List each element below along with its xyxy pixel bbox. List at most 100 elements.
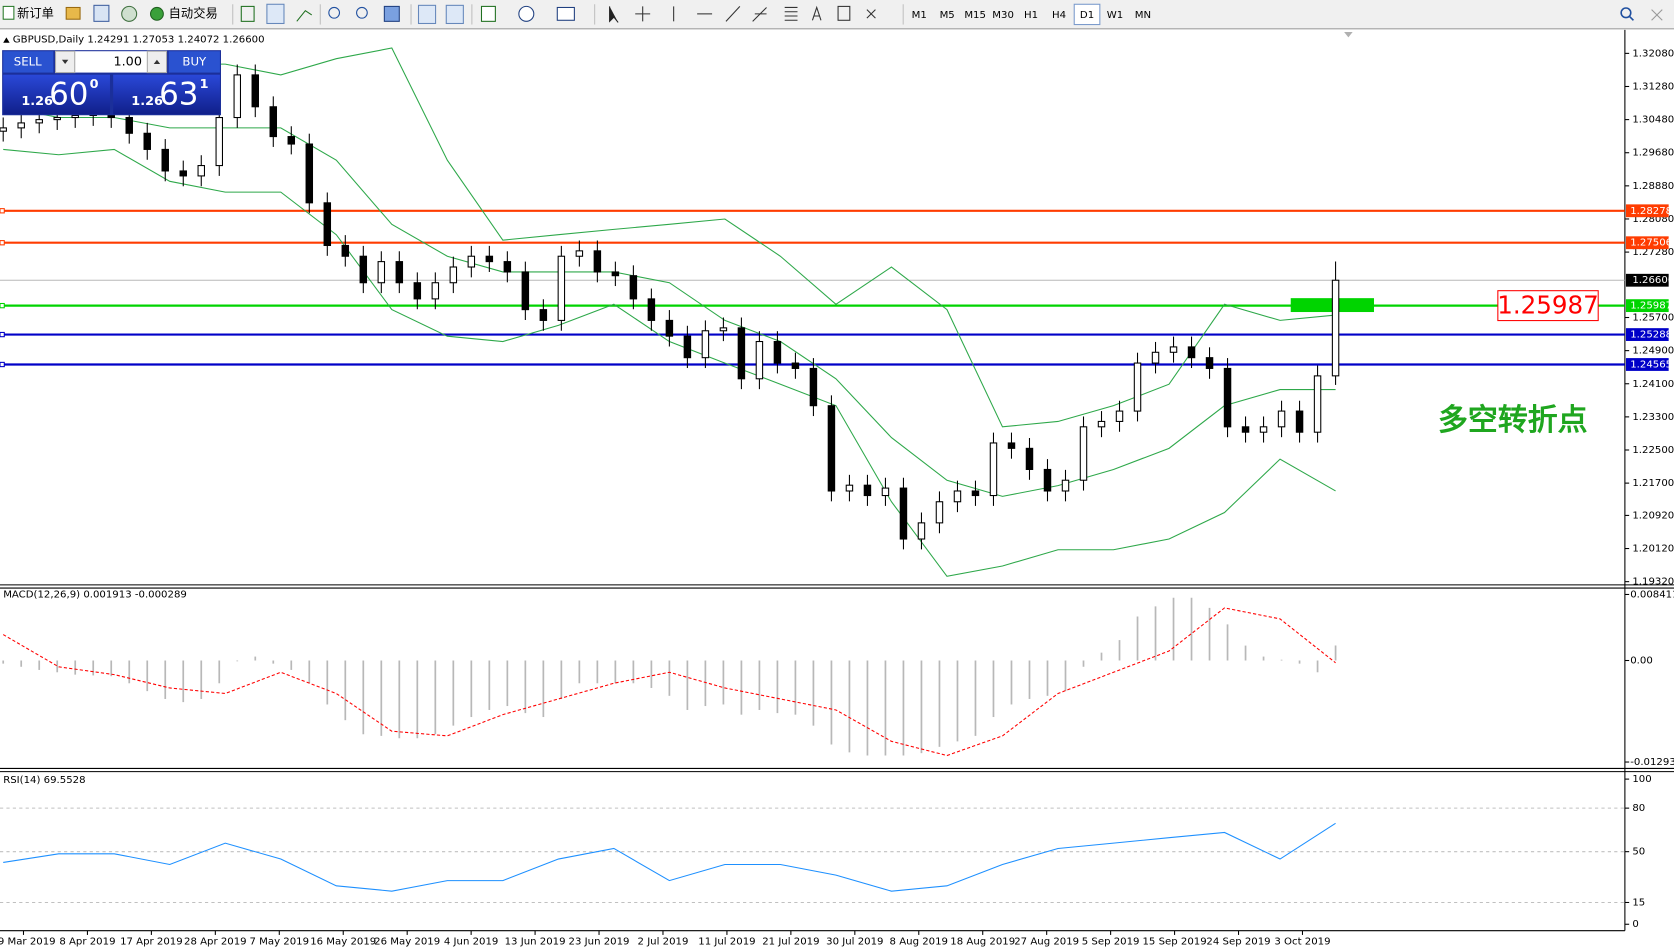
candle-body [17,122,25,129]
candle-body [251,74,260,108]
toolbar-bg [0,0,1674,29]
candle-body [413,282,422,300]
y-tick-label: 1.19320 [1632,577,1674,588]
y-tick-label: 1.29680 [1632,148,1674,159]
chart-shift-button[interactable] [445,4,464,25]
search-handle [1628,15,1634,21]
x-tick-label: 26 May 2019 [374,936,440,947]
indicators-button[interactable] [480,5,496,22]
candle-body [467,255,476,268]
templates-button[interactable] [556,6,575,21]
level-tag [1625,236,1669,250]
new-order-button[interactable]: 新订单 [17,5,54,20]
candle-body [719,327,728,332]
toolbar-icon[interactable] [121,5,138,22]
candle-body [449,266,458,284]
candle-body [1097,420,1106,428]
cursor-button[interactable] [609,6,619,23]
ask-box[interactable] [113,74,220,115]
text-button[interactable] [811,5,822,21]
level-callout: 1.25987 [1497,291,1599,320]
x-tick-label: 11 Jul 2019 [698,936,755,947]
candle-body [899,487,908,540]
timeframe-button[interactable]: M30 [992,10,1014,21]
rsi-panel [0,807,1625,904]
candle-body [611,271,620,277]
candle-body [377,261,386,284]
up-arrow [153,59,161,65]
x-tick-label: 29 Mar 2019 [0,936,56,947]
level-anchor [0,240,5,246]
channel-button[interactable] [784,6,798,21]
timeframe-button[interactable]: D1 [1080,10,1094,21]
fibo-button[interactable] [752,7,767,22]
candle-body [971,490,980,497]
level-anchor [0,331,5,338]
timeframe-button[interactable]: H1 [1024,10,1038,21]
candle-body [737,327,746,380]
timeframe-button[interactable]: M15 [964,10,986,21]
volume-field[interactable] [55,51,167,73]
candle-body [1115,410,1124,422]
search-button[interactable] [1620,7,1632,19]
buy-label[interactable]: BUY [182,54,207,68]
timeframe-button[interactable]: MN [1135,10,1151,21]
zoom-in-button[interactable] [328,6,341,19]
timeframe-bar: M1 M5 M15 M30 H1 H4 D1 W1 MN [912,3,1151,26]
arrows-button[interactable] [866,9,876,19]
candle-body [179,170,187,177]
ask-pips: 63 [159,77,198,113]
timeframe-button[interactable]: W1 [1107,10,1123,21]
x-tick-label: 24 Sep 2019 [1206,936,1270,947]
level-label: 1.27506 [1630,238,1672,249]
shift-marker [1344,32,1353,38]
y-tick-label: 1.28880 [1632,181,1674,192]
trendline-button[interactable] [725,6,741,22]
bid-box[interactable] [3,74,110,115]
y-tick-label: 1.24900 [1632,346,1674,357]
timeframe-button[interactable]: M5 [940,10,955,21]
menu-button[interactable] [1651,9,1663,21]
candle-body [215,117,223,167]
candle-body [1007,442,1016,449]
candle-body [287,136,296,145]
x-tick-label: 8 Apr 2019 [59,936,115,947]
timeframe-button[interactable]: M1 [912,10,927,21]
level-anchor [0,302,5,309]
auto-trading-icon[interactable] [149,6,164,21]
rsi-header: RSI(14) 69.5528 [3,775,85,786]
bar-chart-button[interactable] [240,5,255,22]
periods-button[interactable] [518,5,535,22]
candle-body [647,298,656,321]
collapse-marker [3,37,10,43]
sell-button[interactable] [3,51,54,73]
line-chart-button[interactable] [296,9,313,22]
candle-chart-button[interactable] [266,3,285,25]
crosshair-button[interactable] [635,6,651,22]
y-tick-label: 1.25700 [1632,313,1674,324]
candle-body [1133,362,1142,412]
level-anchor [0,208,5,214]
candle-body [935,501,944,524]
sell-label[interactable]: SELL [14,54,42,68]
toolbar-icon[interactable] [65,6,81,20]
timeframe-button[interactable]: H4 [1052,10,1066,21]
down-arrow [61,59,69,65]
label-button[interactable] [837,5,851,21]
zoom-out-button[interactable] [356,6,368,19]
candle-body [791,362,800,369]
candle-body [305,143,314,204]
candle-body [1187,346,1196,359]
buy-button[interactable] [168,51,220,73]
tile-button[interactable] [383,5,400,22]
candle-body [521,271,530,311]
candle-body [683,335,692,359]
toolbar-icon[interactable] [93,4,110,22]
new-order-icon[interactable] [2,5,15,20]
autoscroll-button[interactable] [417,4,437,25]
volume-value[interactable]: 1.00 [113,54,142,69]
auto-trading-button[interactable]: 自动交易 [169,5,218,20]
candle-body [1223,367,1232,428]
